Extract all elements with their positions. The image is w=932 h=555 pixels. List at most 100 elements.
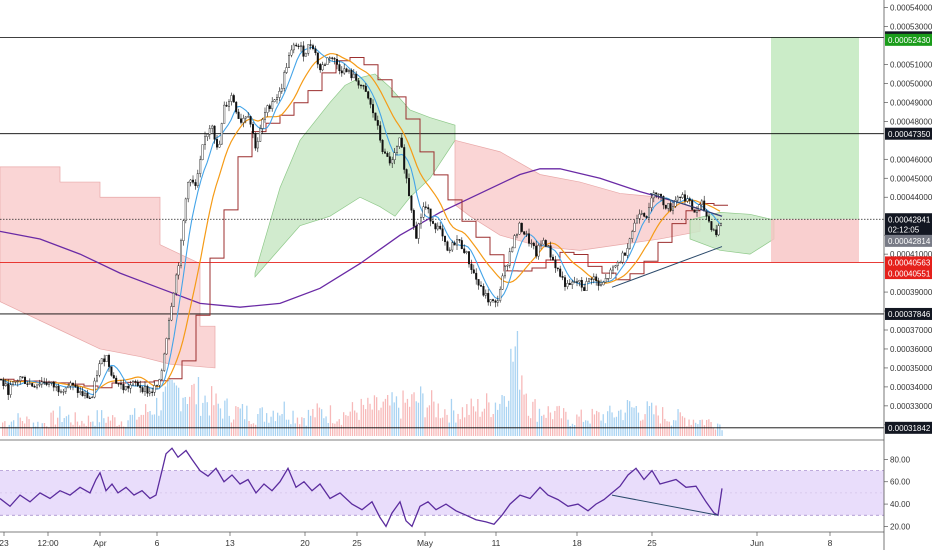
- candle-body: [693, 209, 696, 213]
- volume-bar: [565, 411, 567, 436]
- volume-bar: [640, 420, 642, 436]
- candle-body: [268, 105, 271, 109]
- candle-body: [31, 383, 34, 387]
- price-label-text: 0.00052430: [888, 36, 931, 45]
- price-label-text: 02:12:05: [888, 226, 920, 235]
- candle-body: [264, 112, 267, 120]
- candle-body: [619, 262, 622, 264]
- price-tick-label: 0.00049000: [890, 98, 932, 107]
- candle-body: [422, 206, 425, 218]
- volume-bar: [512, 361, 514, 436]
- volume-bar: [635, 406, 637, 436]
- candle-body: [295, 44, 298, 47]
- candle-body: [280, 88, 283, 92]
- volume-bar: [714, 429, 717, 436]
- candle-body: [487, 293, 490, 303]
- candle-body: [508, 251, 511, 266]
- price-labels: 0.000524310.000524300.000473500.00042841…: [885, 31, 932, 434]
- candle-body: [227, 101, 230, 107]
- candle-body: [621, 252, 624, 263]
- volume-bar: [162, 391, 164, 436]
- volume-bar: [167, 380, 169, 436]
- volume-bar: [598, 412, 600, 436]
- volume-bar: [301, 417, 303, 436]
- candle-body: [9, 384, 12, 395]
- candle-body: [345, 68, 348, 73]
- volume-bar: [321, 409, 323, 436]
- volume-bar: [138, 416, 140, 436]
- price-tick-label: 0.00044000: [890, 193, 932, 202]
- volume-bar: [59, 406, 61, 436]
- volume-bar: [494, 402, 497, 436]
- candle-body: [81, 391, 84, 396]
- volume-bar: [618, 410, 620, 436]
- volume-bar: [620, 409, 622, 436]
- candle-body: [62, 391, 65, 393]
- candle-body: [381, 140, 384, 153]
- candle-body: [436, 225, 439, 230]
- volume-bar: [695, 422, 697, 436]
- price-label-box: [885, 213, 932, 226]
- price-tick-label: 0.00033000: [890, 402, 932, 411]
- volume-bar: [186, 404, 189, 436]
- candle-body: [328, 57, 331, 59]
- candle-body: [4, 383, 7, 387]
- candle-body: [110, 366, 113, 376]
- volume-bar: [37, 421, 39, 436]
- volume-bar: [63, 418, 65, 436]
- volume-bar: [721, 430, 723, 436]
- volume-bar: [109, 420, 112, 436]
- candle-body: [434, 223, 437, 230]
- candle-body: [239, 118, 242, 123]
- candle-body: [609, 269, 612, 279]
- candle-body: [141, 387, 144, 393]
- volume-bar: [208, 415, 211, 436]
- volume-bar: [486, 393, 488, 436]
- candle-body: [643, 213, 646, 217]
- time-tick-label: 25: [647, 538, 657, 548]
- candle-body: [52, 381, 55, 388]
- volume-bar: [120, 421, 123, 436]
- candle-body: [580, 280, 583, 288]
- volume-bar: [391, 392, 393, 436]
- volume-bar: [710, 422, 712, 436]
- volume-bar: [545, 417, 547, 436]
- candle-body: [314, 48, 317, 54]
- volume-bar: [549, 412, 552, 436]
- candle-body: [201, 144, 204, 160]
- volume-bar: [413, 392, 415, 436]
- candle-body: [388, 156, 391, 164]
- candle-body: [95, 375, 98, 382]
- candle-body: [720, 223, 723, 226]
- position-target-zone: [771, 37, 859, 220]
- volume-bar: [158, 415, 160, 436]
- candle-body: [115, 377, 118, 384]
- main-pane[interactable]: [0, 36, 884, 436]
- volume-bar: [582, 421, 585, 436]
- candle-body: [256, 141, 259, 149]
- candle-body: [398, 137, 401, 147]
- volume-bar: [312, 409, 314, 436]
- candle-body: [544, 240, 547, 247]
- volume-bar: [415, 401, 417, 436]
- volume-bar: [626, 400, 629, 436]
- candle-body: [177, 265, 180, 276]
- candle-body: [657, 193, 660, 196]
- volume-bar: [347, 415, 349, 436]
- candle-body: [482, 286, 485, 296]
- time-tick-label: 6: [155, 538, 160, 548]
- volume-bar: [666, 421, 668, 436]
- position-stop-zone: [771, 219, 859, 263]
- rsi-pane[interactable]: [0, 447, 884, 528]
- volume-bar: [334, 423, 336, 436]
- price-label-box: [885, 421, 932, 434]
- candle-body: [348, 69, 351, 72]
- volume-bar: [140, 414, 142, 436]
- price-label-text: 0.00042841: [888, 215, 931, 224]
- candle-body: [220, 123, 223, 145]
- candle-body: [336, 59, 339, 65]
- candle-body: [100, 358, 103, 364]
- volume-bar: [400, 418, 402, 436]
- candle-body: [163, 353, 166, 371]
- candle-body: [468, 251, 471, 265]
